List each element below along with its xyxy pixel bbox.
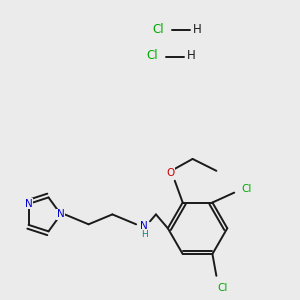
Text: H: H	[141, 230, 147, 239]
Text: H: H	[187, 50, 196, 62]
Text: N: N	[57, 209, 65, 219]
Text: N: N	[25, 199, 32, 209]
Text: Cl: Cl	[146, 50, 158, 62]
Text: O: O	[167, 168, 175, 178]
Text: Cl: Cl	[217, 283, 227, 293]
Text: N: N	[140, 221, 148, 231]
Text: Cl: Cl	[241, 184, 251, 194]
Text: Cl: Cl	[152, 22, 164, 36]
Text: H: H	[193, 22, 202, 36]
